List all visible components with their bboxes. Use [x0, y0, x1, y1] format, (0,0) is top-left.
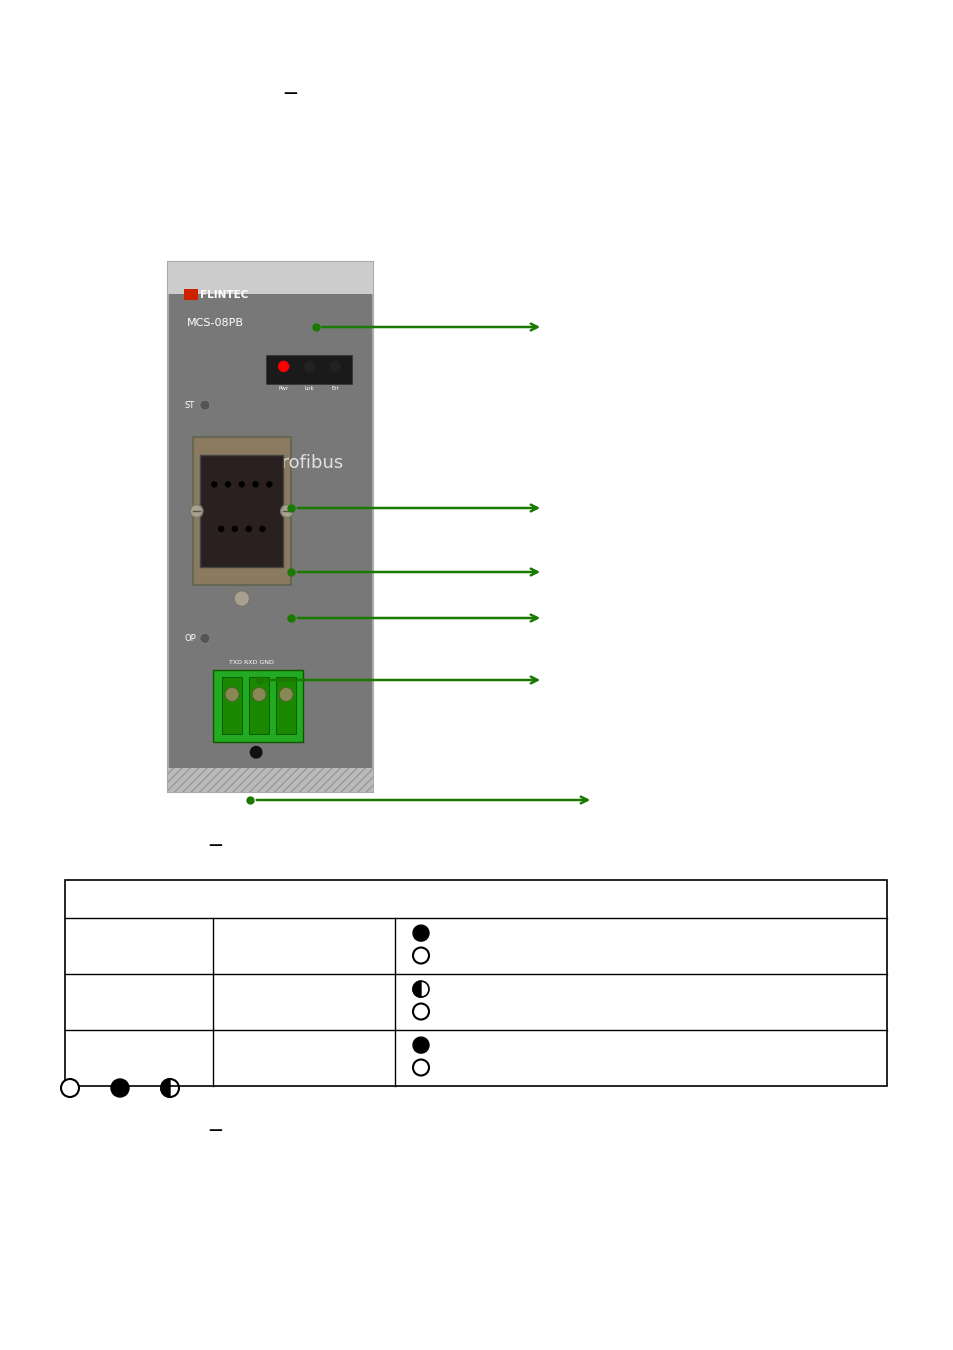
- Polygon shape: [413, 981, 420, 998]
- Circle shape: [267, 482, 272, 487]
- Bar: [249, 678, 269, 734]
- Text: TXD RXD GND: TXD RXD GND: [230, 660, 274, 664]
- Circle shape: [413, 925, 429, 941]
- Text: Err: Err: [331, 386, 339, 391]
- Circle shape: [253, 482, 258, 487]
- Circle shape: [200, 633, 210, 644]
- Bar: [266, 355, 352, 383]
- Bar: [184, 289, 198, 301]
- Circle shape: [259, 526, 265, 532]
- Bar: [168, 768, 373, 792]
- Circle shape: [200, 400, 210, 410]
- Text: ST: ST: [184, 401, 194, 409]
- Text: Profibus: Profibus: [271, 455, 343, 472]
- Circle shape: [413, 948, 429, 964]
- Circle shape: [239, 482, 244, 487]
- Circle shape: [278, 362, 289, 371]
- Text: —: —: [283, 86, 296, 100]
- Circle shape: [280, 505, 294, 517]
- Bar: [200, 455, 283, 567]
- Bar: [276, 678, 295, 734]
- Bar: [168, 262, 373, 294]
- Text: Lnk: Lnk: [304, 386, 314, 391]
- Circle shape: [413, 1003, 429, 1019]
- Circle shape: [246, 526, 251, 532]
- Text: FLINTEC: FLINTEC: [200, 290, 249, 301]
- Polygon shape: [161, 1079, 170, 1098]
- Circle shape: [413, 1060, 429, 1076]
- Circle shape: [111, 1079, 129, 1098]
- Text: MCS-08PB: MCS-08PB: [186, 319, 243, 328]
- Bar: [222, 678, 242, 734]
- Circle shape: [304, 362, 314, 371]
- Text: Pwr: Pwr: [278, 386, 289, 391]
- Circle shape: [233, 591, 250, 606]
- Circle shape: [279, 687, 293, 702]
- Bar: [168, 262, 373, 792]
- Circle shape: [218, 526, 223, 532]
- Bar: [193, 437, 291, 586]
- Circle shape: [233, 526, 237, 532]
- Circle shape: [413, 1037, 429, 1053]
- Circle shape: [190, 505, 203, 517]
- Bar: [213, 670, 303, 741]
- Bar: [65, 880, 886, 1085]
- Circle shape: [212, 482, 216, 487]
- Circle shape: [225, 687, 239, 702]
- Circle shape: [225, 482, 231, 487]
- Circle shape: [250, 747, 262, 757]
- Text: —: —: [208, 838, 222, 852]
- Text: OP: OP: [184, 633, 196, 643]
- Circle shape: [252, 687, 266, 702]
- Circle shape: [330, 362, 340, 371]
- Circle shape: [61, 1079, 79, 1098]
- Text: —: —: [208, 1123, 222, 1137]
